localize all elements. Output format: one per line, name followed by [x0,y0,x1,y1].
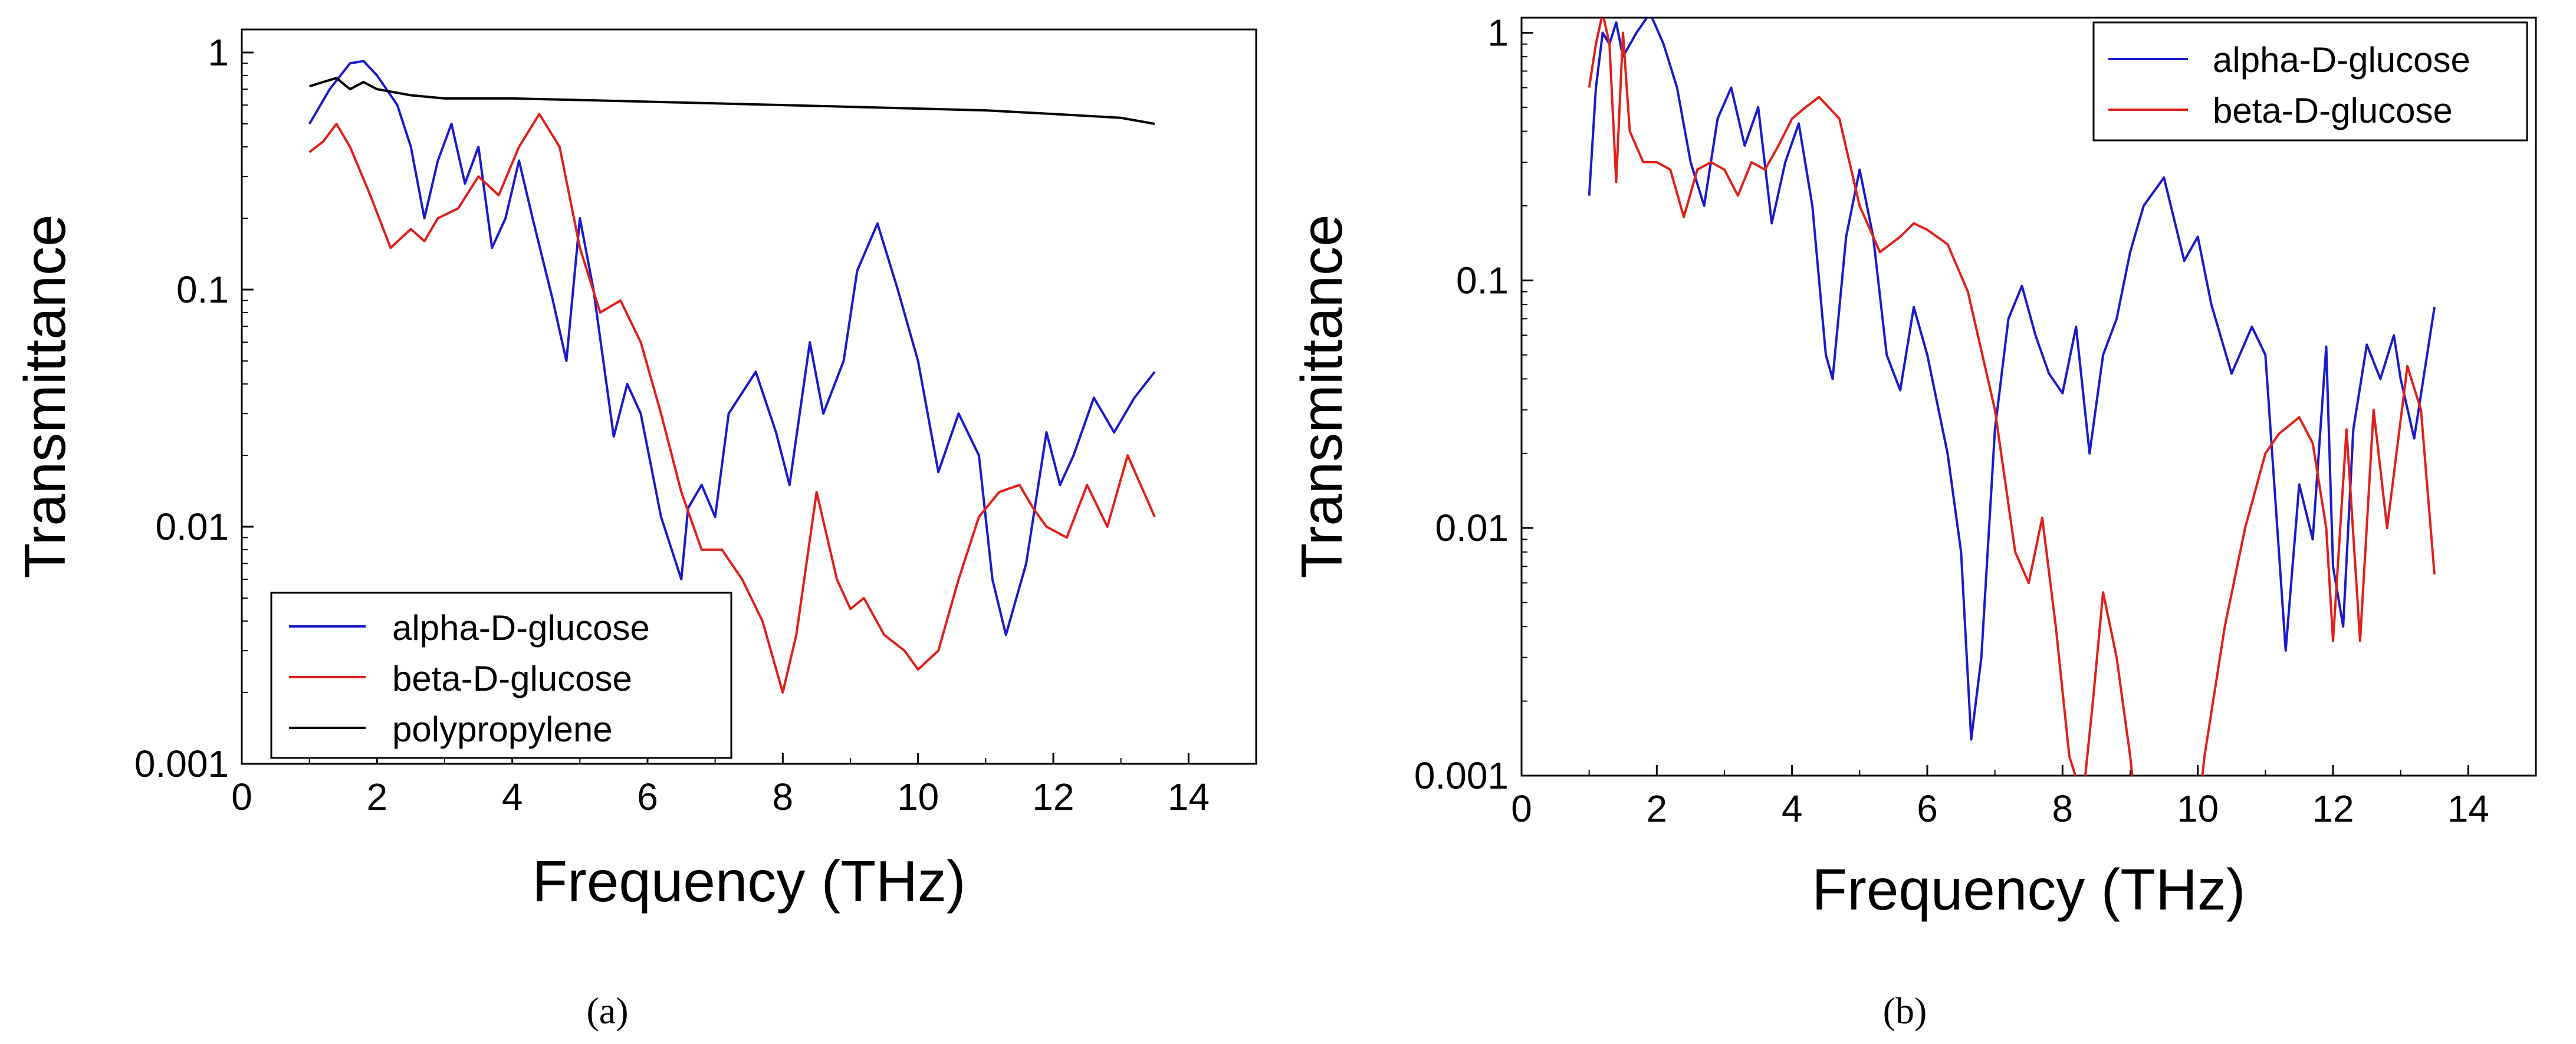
x-tick-label-b: 10 [2177,787,2219,830]
chart-panel-b: 0 2 4 6 8 10 12 14 0.001 0.01 0.1 1 Frequency (THz… [1289,11,2537,1032]
x-ticks-a: 0 2 4 6 8 10 12 14 [231,753,1210,818]
y-tick-label-b: 0.001 [1414,754,1509,797]
series-line-alpha-d-glucose-b [1588,18,2436,741]
legend-b: alpha-D-glucose beta-D-glucose [2092,21,2528,142]
legend-label-pp-a: polypropylene [392,710,613,749]
plot-frame-b [1520,17,2537,777]
y-tick-label-a: 0.001 [134,743,229,785]
y-axis-label-a: Transmittance [12,214,77,578]
y-tick-label-b: 1 [1487,11,1509,54]
legend-label-alpha-a: alpha-D-glucose [392,608,650,648]
x-tick-label-a: 8 [773,776,794,818]
legend-box-a [270,592,732,759]
x-tick-label-b: 2 [1647,787,1668,830]
x-tick-label-a: 2 [367,776,388,818]
x-tick-label-b: 0 [1511,787,1532,830]
y-tick-label-b: 0.01 [1435,507,1509,549]
x-tick-label-b: 8 [2052,787,2074,830]
x-tick-label-a: 12 [1032,776,1074,818]
x-axis-label-a: Frequency (THz) [532,849,965,914]
x-tick-label-b: 6 [1917,787,1938,830]
x-tick-label-b: 4 [1782,787,1803,830]
x-tick-label-a: 10 [897,776,939,818]
x-tick-label-a: 0 [231,776,252,818]
series-line-alpha-d-glucose-a [308,60,1156,636]
x-tick-label-b: 14 [2447,787,2489,830]
series-group-b [1588,18,2436,776]
series-line-beta-d-glucose-a [308,113,1156,694]
x-tick-label-a: 6 [637,776,658,818]
y-ticks-a: 0.001 0.01 0.1 1 [134,31,254,785]
x-tick-label-b: 12 [2312,787,2354,830]
series-group-a [308,60,1156,694]
panel-label-a: (a) [586,990,628,1032]
legend-label-beta-b: beta-D-glucose [2213,91,2453,130]
chart-panel-a: 0 2 4 6 8 10 12 14 0.001 0.01 0.1 1 Frequency (THz… [12,28,1257,1032]
y-tick-label-b: 0.1 [1456,259,1509,301]
y-tick-label-a: 0.1 [176,268,229,311]
x-tick-label-a: 14 [1168,776,1210,818]
y-axis-label-b: Transmittance [1289,214,1354,578]
y-ticks-b: 0.001 0.01 0.1 1 [1414,11,1533,797]
y-tick-label-a: 0.01 [155,505,229,548]
series-line-beta-d-glucose-b [1588,18,2436,776]
legend-box-b [2092,21,2528,142]
y-tick-label-a: 1 [208,31,229,74]
plot-frame-a [241,28,1257,765]
legend-a: alpha-D-glucose beta-D-glucose polypropy… [270,592,732,759]
x-tick-label-a: 4 [502,776,523,818]
x-axis-label-b: Frequency (THz) [1812,857,2245,922]
panel-label-b: (b) [1883,990,1927,1032]
series-line-polypropylene-a [309,77,1155,125]
legend-label-alpha-b: alpha-D-glucose [2213,40,2470,80]
legend-label-beta-a: beta-D-glucose [392,659,632,698]
x-ticks-b: 0 2 4 6 8 10 12 14 [1511,765,2489,830]
